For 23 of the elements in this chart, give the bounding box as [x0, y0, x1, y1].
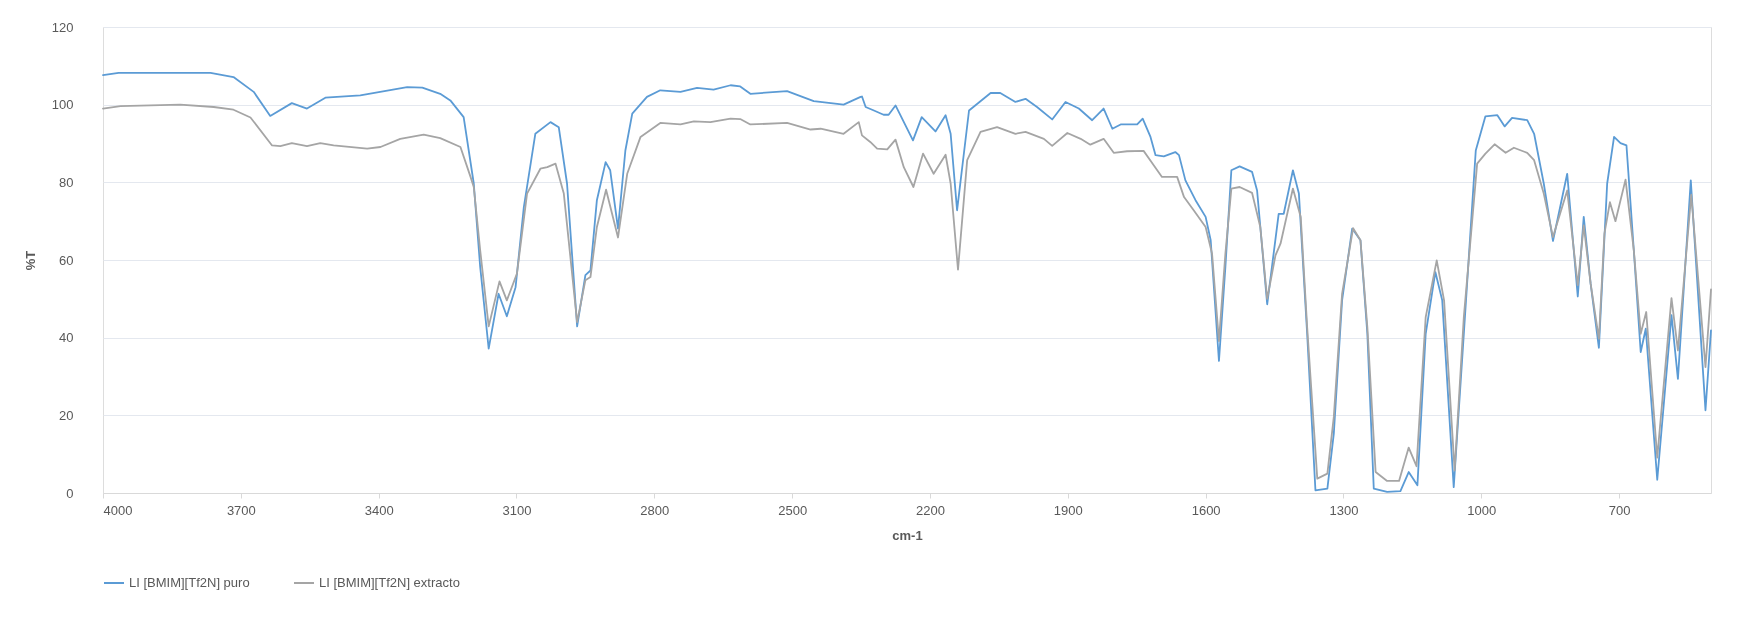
x-tick-label: 3100 [502, 502, 532, 518]
x-tick-label: 4000 [103, 502, 133, 518]
legend-label: LI [BMIM][Tf2N] extracto [319, 575, 460, 590]
x-tick-label: 3700 [226, 502, 256, 518]
x-tick-label: 3400 [364, 502, 394, 518]
x-tick-label: 1300 [1329, 502, 1359, 518]
y-tick-label: 120 [51, 19, 74, 35]
x-tick-label: 2800 [640, 502, 670, 518]
x-tick-label: 1000 [1467, 502, 1497, 518]
x-tick-label: 1600 [1191, 502, 1221, 518]
y-tick-label: 60 [59, 252, 74, 268]
x-axis-title: cm-1 [892, 527, 923, 543]
y-axis-title: %T [22, 250, 38, 271]
x-tick-label: 2200 [916, 502, 945, 518]
y-tick-label: 80 [59, 174, 74, 190]
y-tick-label: 0 [66, 485, 74, 501]
x-tick-label: 2500 [778, 502, 808, 518]
x-tick-label: 1900 [1053, 502, 1083, 518]
x-tick-label: 700 [1608, 502, 1631, 518]
y-tick-label: 20 [59, 407, 74, 423]
y-tick-label: 100 [51, 97, 74, 113]
legend-label: LI [BMIM][Tf2N] puro [129, 575, 250, 590]
y-tick-label: 40 [59, 330, 74, 346]
